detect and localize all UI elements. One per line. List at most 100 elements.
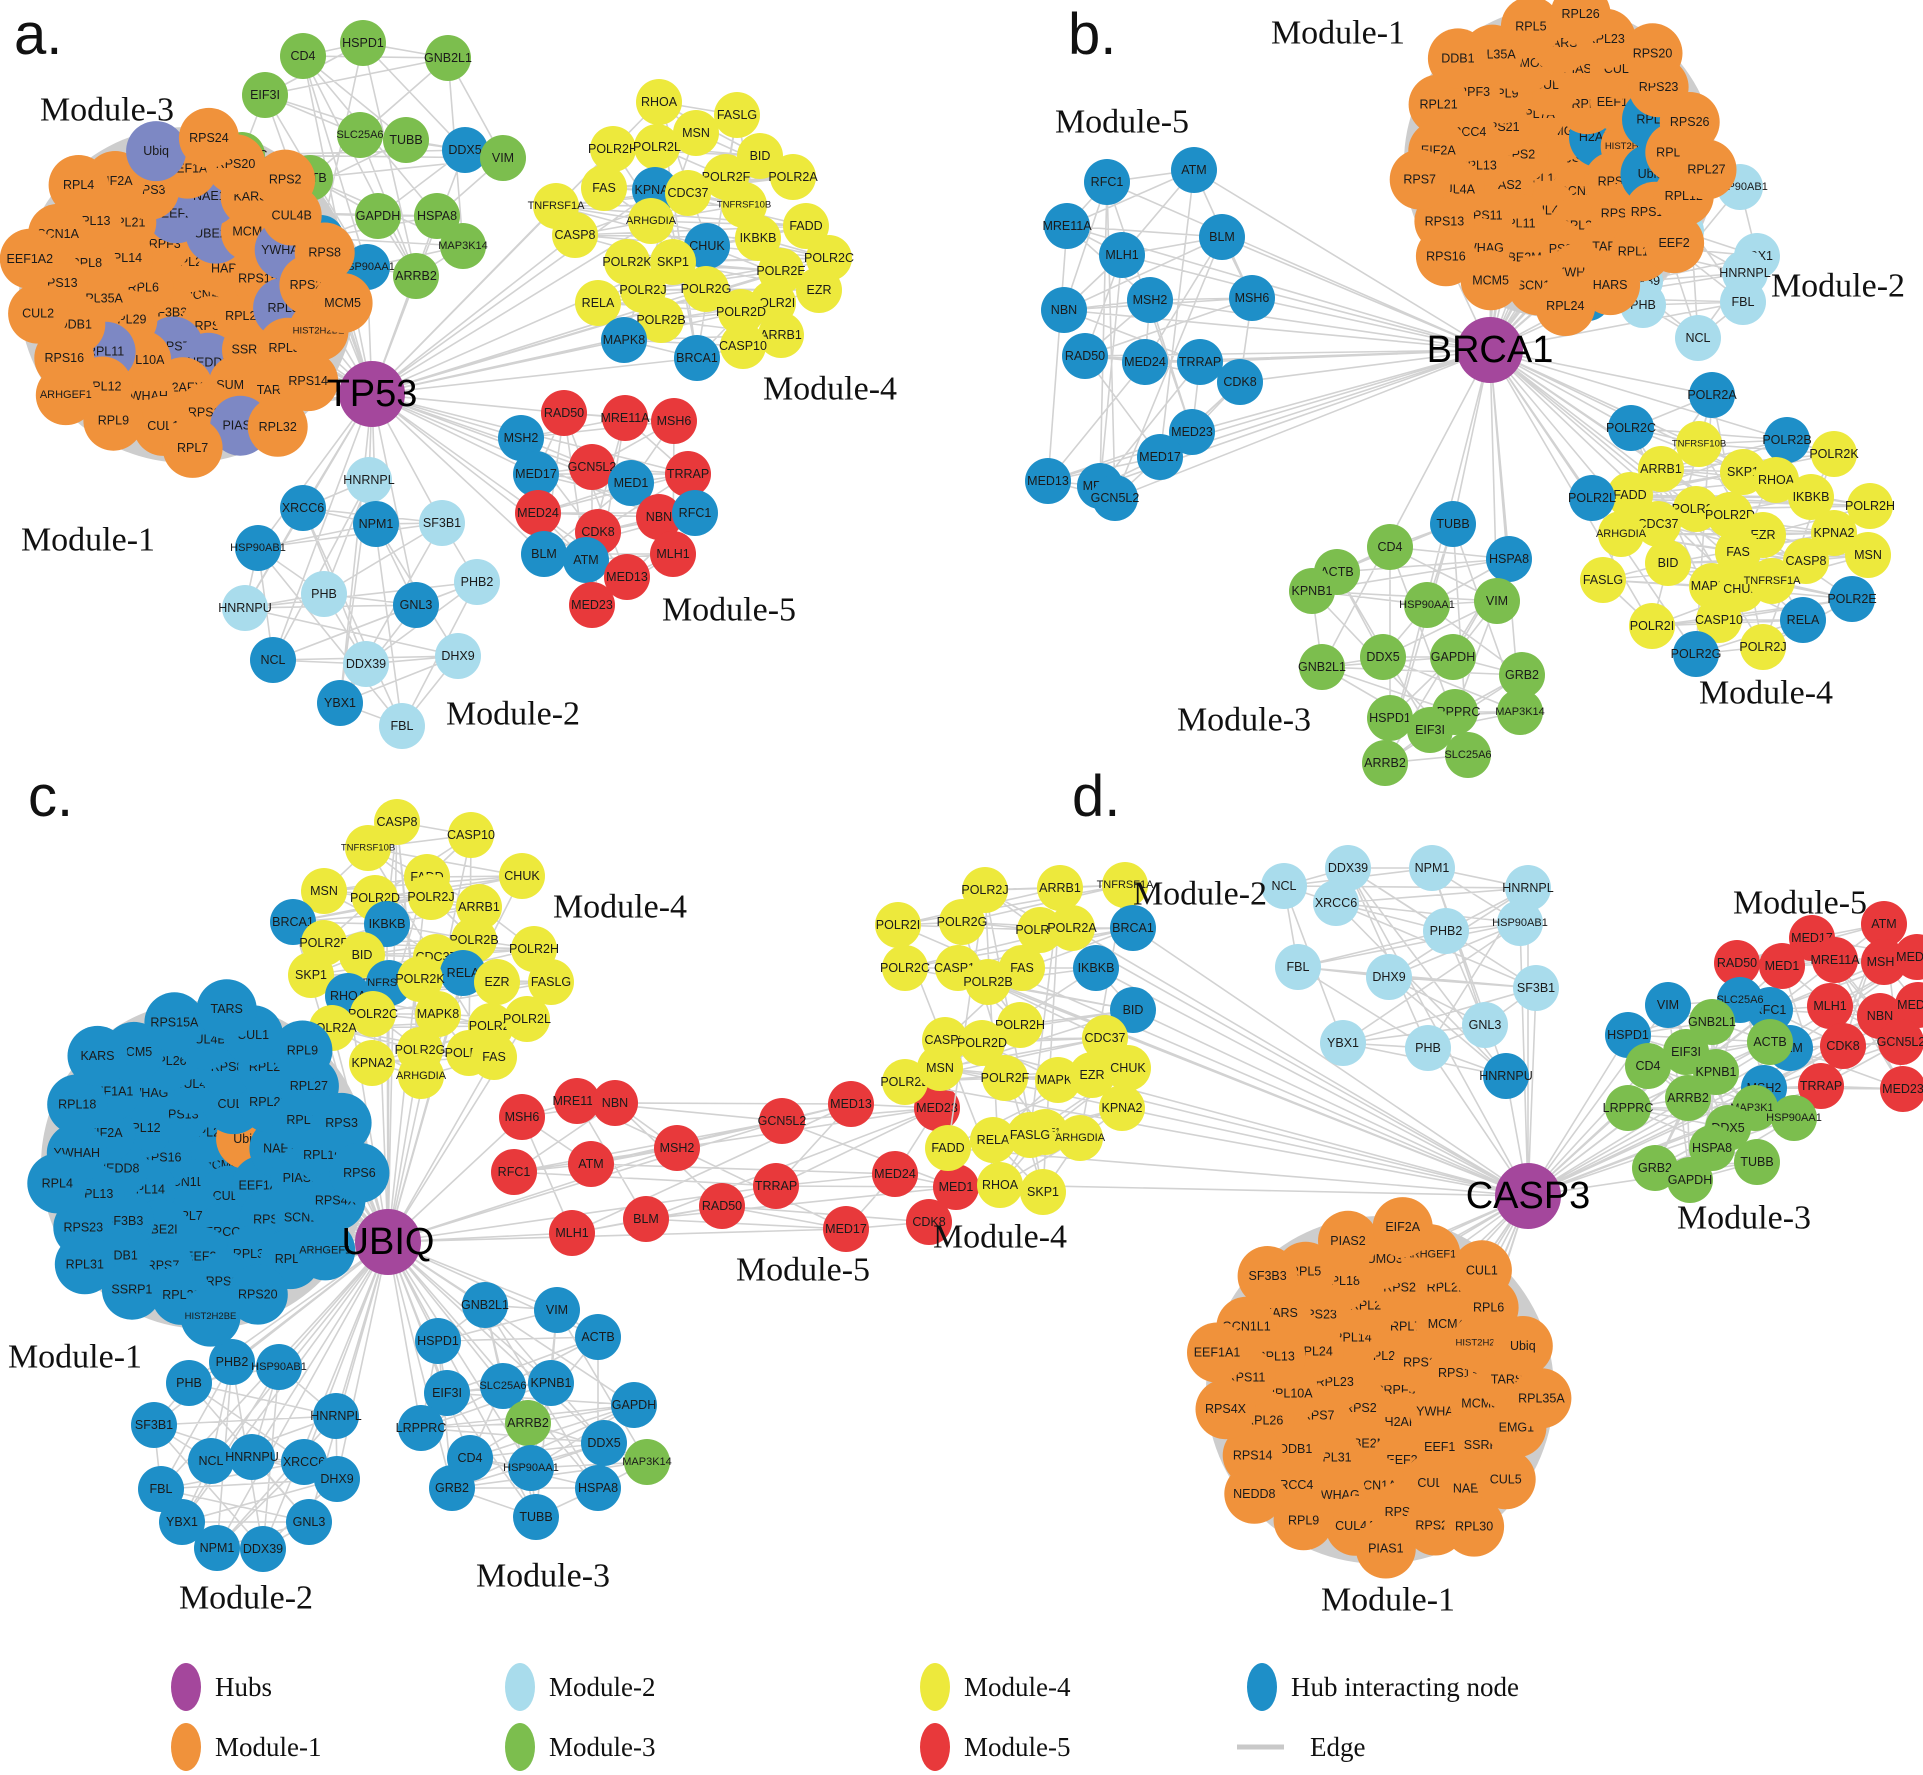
node-MED13[interactable]: MED13 [828, 1081, 874, 1127]
node-HSP90AB1[interactable]: HSP90AB1 [230, 525, 286, 571]
node-SSRP1[interactable]: SSRP1 [101, 1259, 162, 1320]
node-GCN5L2[interactable]: GCN5L2 [568, 444, 617, 490]
node-ARHGEF1[interactable]: ARHGEF1 [295, 1220, 356, 1281]
node-RPS20[interactable]: RPS20 [1622, 23, 1683, 84]
node-KPNB1[interactable]: KPNB1 [1289, 568, 1335, 614]
node-RFC1[interactable]: RFC1 [1084, 159, 1130, 205]
node-GNL3[interactable]: GNL3 [393, 582, 439, 628]
node-BLM[interactable]: BLM [1199, 214, 1245, 260]
node-MED1[interactable]: MED1 [608, 460, 654, 506]
node-RELA[interactable]: RELA [970, 1117, 1016, 1163]
node-RAD50[interactable]: RAD50 [1714, 940, 1760, 986]
node-MSH2[interactable]: MSH2 [654, 1125, 700, 1171]
node-NCL[interactable]: NCL [250, 637, 296, 683]
node-MCM5[interactable]: MCM5 [1460, 250, 1521, 311]
node-RPL26[interactable]: RPL26 [1550, 0, 1611, 45]
node-TRRAP[interactable]: TRRAP [1177, 339, 1223, 385]
node-MED23[interactable]: MED23 [1880, 1066, 1923, 1112]
node-MAP3K14[interactable]: MAP3K14 [438, 223, 488, 269]
node-POLR2C[interactable]: POLR2C [348, 991, 398, 1037]
node-RPL32[interactable]: RPL32 [247, 396, 308, 457]
node-YBX1[interactable]: YBX1 [1320, 1020, 1366, 1066]
node-GRB2[interactable]: GRB2 [1499, 652, 1545, 698]
node-ARHGDIA[interactable]: ARHGDIA [1055, 1115, 1106, 1161]
node-Ubiq[interactable]: Ubiq [1492, 1316, 1553, 1376]
node-FBL[interactable]: FBL [1720, 279, 1766, 325]
hub-UBIQ[interactable]: UBIQ [342, 1209, 435, 1275]
node-ATM[interactable]: ATM [1171, 147, 1217, 193]
node-MRE11A[interactable]: MRE11A [552, 1078, 602, 1124]
node-FADD[interactable]: FADD [925, 1125, 971, 1171]
node-XRCC6[interactable]: XRCC6 [280, 485, 326, 531]
node-EIF3I[interactable]: EIF3I [424, 1370, 470, 1416]
node-POLR2J[interactable]: POLR2J [407, 874, 455, 920]
node-KPNB1[interactable]: KPNB1 [528, 1360, 574, 1406]
node-TNFRSF10B[interactable]: TNFRSF10B [1672, 421, 1726, 467]
node-MCM5[interactable]: MCM5 [312, 273, 373, 333]
node-DDX39[interactable]: DDX39 [343, 641, 389, 687]
node-LRPPRC[interactable]: LRPPRC [396, 1405, 447, 1451]
node-RPL24[interactable]: RPL24 [1535, 276, 1596, 336]
node-BLM[interactable]: BLM [521, 531, 567, 577]
node-FASLG[interactable]: FASLG [1007, 1112, 1053, 1158]
node-KPNA2[interactable]: KPNA2 [1811, 510, 1857, 556]
node-VIM[interactable]: VIM [1474, 578, 1520, 624]
node-TNFRSF1A[interactable]: TNFRSF1A [1744, 558, 1802, 604]
node-RELA[interactable]: RELA [1780, 597, 1826, 643]
node-RPS3[interactable]: RPS3 [311, 1092, 372, 1153]
node-CD4[interactable]: CD4 [280, 33, 326, 79]
node-MLH1[interactable]: MLH1 [1099, 232, 1145, 278]
node-POLR2L[interactable]: POLR2L [633, 124, 681, 170]
node-HSPA8[interactable]: HSPA8 [575, 1465, 621, 1511]
node-RPL35A[interactable]: RPL35A [1511, 1368, 1572, 1429]
node-POLR2E[interactable]: POLR2E [1827, 576, 1877, 622]
node-TUBB[interactable]: TUBB [1430, 501, 1476, 547]
node-DDX39[interactable]: DDX39 [1325, 845, 1371, 891]
node-BRCA1[interactable]: BRCA1 [1110, 905, 1156, 951]
node-HSPD1[interactable]: HSPD1 [1367, 695, 1413, 741]
node-FAS[interactable]: FAS [581, 165, 627, 211]
node-MSH6[interactable]: MSH6 [1229, 275, 1275, 321]
node-GCN5L2[interactable]: GCN5L2 [758, 1098, 807, 1144]
node-PHB2[interactable]: PHB2 [454, 559, 500, 605]
node-GNB2L1[interactable]: GNB2L1 [1298, 644, 1346, 690]
node-RPL21[interactable]: RPL21 [1408, 74, 1469, 135]
node-POLR2J[interactable]: POLR2J [1739, 624, 1787, 670]
node-ARHGEF1[interactable]: ARHGEF1 [35, 365, 96, 426]
node-RPL9[interactable]: RPL9 [83, 390, 144, 451]
node-DHX9[interactable]: DHX9 [314, 1456, 360, 1502]
node-LRPPRC[interactable]: LRPPRC [1603, 1085, 1654, 1131]
node-HSPA8[interactable]: HSPA8 [1486, 536, 1532, 582]
node-DDX39[interactable]: DDX39 [240, 1526, 286, 1572]
node-BID[interactable]: BID [1110, 987, 1156, 1033]
node-IKBKB[interactable]: IKBKB [735, 215, 781, 261]
node-YBX1[interactable]: YBX1 [159, 1499, 205, 1545]
node-POLR2A[interactable]: POLR2A [768, 154, 818, 200]
node-MSH6[interactable]: MSH6 [651, 398, 697, 444]
node-FAS[interactable]: FAS [1715, 529, 1761, 575]
node-MED24[interactable]: MED24 [1122, 339, 1168, 385]
node-ARRB2[interactable]: ARRB2 [393, 253, 439, 299]
node-FASLG[interactable]: FASLG [1580, 557, 1626, 603]
node-BID[interactable]: BID [1645, 540, 1691, 586]
node-POLR2G[interactable]: POLR2G [937, 899, 988, 945]
node-MAPK8[interactable]: MAPK8 [415, 991, 461, 1037]
node-POLR2E[interactable]: POLR2E [880, 1059, 930, 1105]
node-MED17[interactable]: MED17 [513, 451, 559, 497]
node-RHOA[interactable]: RHOA [977, 1162, 1023, 1208]
node-RFC1[interactable]: RFC1 [491, 1149, 537, 1195]
node-DDB1[interactable]: DDB1 [1427, 28, 1488, 89]
node-FBL[interactable]: FBL [1275, 944, 1321, 990]
node-ARRB1[interactable]: ARRB1 [1037, 865, 1083, 911]
node-EEF1A2[interactable]: EEF1A2 [0, 228, 60, 289]
node-HSP90AB1[interactable]: HSP90AB1 [1492, 900, 1548, 946]
node-BRCA1[interactable]: BRCA1 [674, 335, 720, 381]
node-HSP90AB1[interactable]: HSP90AB1 [251, 1344, 307, 1390]
node-CHUK[interactable]: CHUK [1105, 1045, 1151, 1091]
node-DHX9[interactable]: DHX9 [435, 633, 481, 679]
node-SF3B1[interactable]: SF3B1 [1513, 965, 1559, 1011]
node-POLR2D[interactable]: POLR2D [957, 1020, 1007, 1066]
node-HSP90AA1[interactable]: HSP90AA1 [1766, 1095, 1822, 1141]
node-RHOA[interactable]: RHOA [636, 79, 682, 125]
node-MED17[interactable]: MED17 [1137, 434, 1183, 480]
